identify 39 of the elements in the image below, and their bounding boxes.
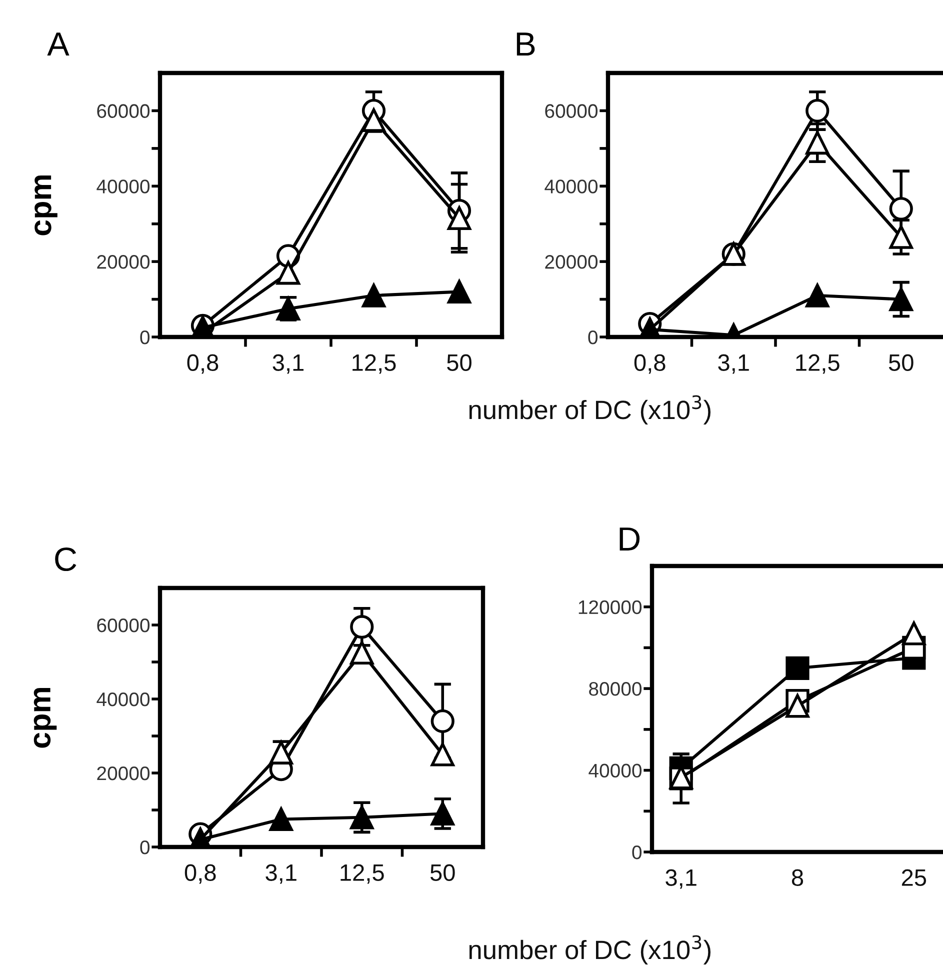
x-tick-label: 12,5 [340,864,384,884]
x-tick-label: 3,1 [666,869,696,889]
y-tick-label: 20000 [545,255,598,269]
y-tick-label: 20000 [97,255,150,269]
y-tick-label: 0 [632,845,642,860]
x-tick-label: 50 [430,864,455,882]
y-tick-label: 40000 [544,180,598,194]
y-tick-label: 120000 [578,600,642,614]
x-tick-label: 8 [792,869,804,886]
x-tick-label: 0,8 [187,354,218,374]
x-tick-label: 25 [902,869,926,886]
chart-title: D [620,528,640,551]
y-axis-title: cpm [34,688,57,748]
y-tick-label: 20000 [97,766,150,780]
x-tick-label: 12,5 [352,354,396,374]
x-tick-label: 50 [888,354,914,372]
x-tick-label: 3,1 [272,354,304,374]
chart-title: A [47,32,70,56]
x-tick-label: 0,8 [634,354,666,374]
x-axis-title: number of DC (x10$^{3}$) [469,935,710,964]
y-tick-label: 0 [588,330,598,344]
y-axis-title: cpm [34,175,58,236]
chart-title: C [55,547,76,572]
y-tick-label: 60000 [545,104,598,118]
y-tick-label: 0 [140,330,150,344]
x-tick-label: 50 [447,354,472,372]
y-tick-label: 60000 [97,618,150,632]
chart-title: B [516,32,535,56]
y-tick-label: 40000 [96,180,150,194]
x-tick-label: 3,1 [718,354,749,374]
x-tick-label: 12,5 [796,354,840,374]
x-tick-label: 0,8 [184,864,216,884]
y-tick-label: 0 [140,840,150,854]
y-tick-label: 60000 [97,104,150,118]
y-tick-label: 80000 [589,682,642,696]
y-tick-label: 40000 [588,764,642,778]
x-tick-label: 3,1 [266,864,296,884]
x-axis-title: number of DC (x10$^{3}$) [469,395,710,424]
y-tick-label: 40000 [96,692,150,706]
